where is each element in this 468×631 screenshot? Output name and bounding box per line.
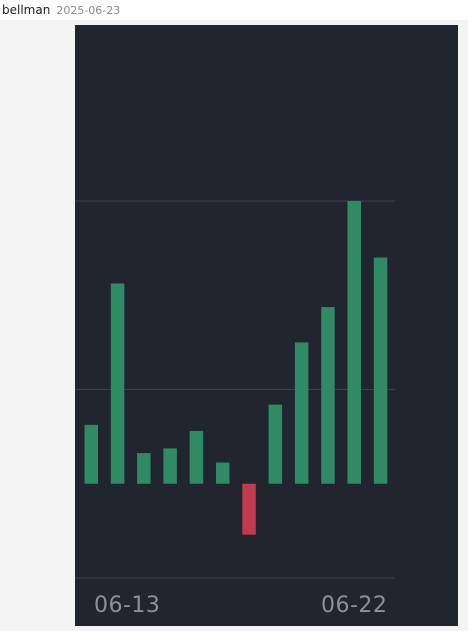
bar-06-15 [137,453,151,484]
bar-06-21 [294,342,309,484]
bar-06-19 [242,483,256,535]
author-name[interactable]: bellman [2,3,51,17]
x-tick-label-last: 06-22 [321,593,388,618]
bar-06-24 [373,257,388,484]
x-tick-label-first: 06-13 [94,593,161,618]
bar-06-17 [189,430,204,484]
bar-06-13 [84,424,98,484]
post-header: bellman 2025-06-23 [0,0,468,20]
chart-canvas [75,200,395,579]
bar-06-20 [268,404,283,484]
bar-chart: 06-13 06-22 [75,25,458,626]
bar-06-23 [347,201,361,484]
bar-06-16 [163,448,177,484]
bar-06-22 [321,307,335,484]
bar-06-18 [216,462,230,484]
bar-06-14 [110,283,125,484]
post-date: 2025-06-23 [56,3,121,17]
